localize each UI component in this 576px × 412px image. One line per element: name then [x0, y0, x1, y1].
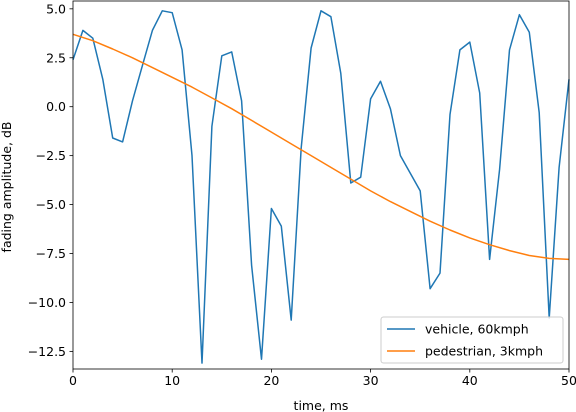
x-tick-label: 30 [363, 373, 379, 388]
y-tick-label: 2.5 [46, 50, 66, 65]
y-tick-label: −2.5 [36, 148, 66, 163]
y-tick-label: −10.0 [28, 295, 66, 310]
series-line-1 [72, 33, 570, 261]
series-line-0 [72, 10, 570, 364]
x-tick-label: 0 [69, 373, 77, 388]
axes: 0 10 20 30 40 50 5.0 2.5 0.0 −2.5 −5.0 −7.5 −10.0 −12… [28, 0, 576, 388]
x-tick-label: 10 [164, 373, 180, 388]
x-axis-label: time, ms [294, 398, 349, 412]
y-tick-label: −5.0 [36, 197, 66, 212]
plot-frame [72, 0, 570, 370]
y-tick-label: 5.0 [46, 1, 66, 16]
legend-label-0: vehicle, 60kmph [425, 322, 529, 337]
y-tick-label: −12.5 [28, 344, 66, 359]
legend-box [380, 316, 564, 364]
x-tick-label: 40 [462, 373, 478, 388]
legend-label-1: pedestrian, 3kmph [425, 344, 543, 359]
y-axis-label: fading amplitude, dB [0, 122, 14, 253]
x-tick-label: 20 [263, 373, 279, 388]
x-tick-label: 50 [561, 373, 576, 388]
y-tick-label: 0.0 [46, 99, 66, 114]
plot-marks [72, 10, 570, 364]
y-tick-label: −7.5 [36, 246, 66, 261]
legend: vehicle, 60kmph pedestrian, 3kmph [380, 316, 564, 364]
